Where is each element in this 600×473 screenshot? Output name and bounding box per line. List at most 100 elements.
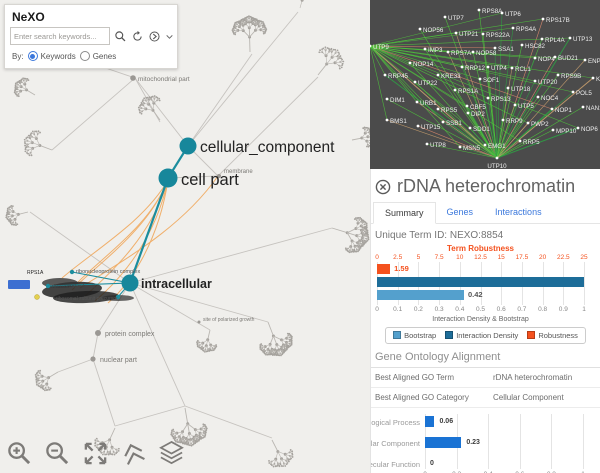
gene-node-label[interactable]: NAN1	[586, 105, 600, 112]
gene-node[interactable]	[511, 26, 515, 30]
gene-node-label[interactable]: UTP15	[421, 124, 441, 131]
tab-summary[interactable]: Summary	[373, 202, 436, 224]
gene-node-label[interactable]: RPS13	[491, 96, 511, 103]
gene-node-label[interactable]: NOC4	[541, 95, 559, 102]
term-node[interactable]	[217, 174, 221, 178]
gene-node-label[interactable]: KRR1	[596, 76, 600, 83]
gene-node[interactable]	[486, 65, 490, 69]
gene-node[interactable]	[478, 77, 482, 81]
gene-node-label[interactable]: UTP20	[538, 79, 558, 86]
gene-node-label[interactable]: UTP22	[418, 80, 438, 87]
gene-node-label[interactable]: UTP6	[505, 11, 521, 18]
radio-keywords[interactable]: Keywords	[27, 51, 76, 61]
gene-node[interactable]	[510, 66, 514, 70]
fit-view-icon[interactable]	[82, 440, 109, 467]
gene-node[interactable]	[500, 11, 504, 15]
gene-node-label[interactable]: BUD21	[558, 55, 579, 62]
gene-node-label[interactable]: KRE33	[441, 73, 461, 80]
gene-node-label[interactable]: RRP12	[465, 65, 486, 72]
gene-node[interactable]	[408, 61, 412, 65]
term-label[interactable]: protein complex	[105, 331, 155, 338]
gene-node[interactable]	[533, 56, 537, 60]
gene-node-label[interactable]: RPS22A	[486, 32, 511, 39]
gene-node-label[interactable]: NOP6	[581, 126, 598, 133]
tab-genes[interactable]: Genes	[446, 207, 474, 217]
gene-node[interactable]	[540, 37, 544, 41]
gene-node[interactable]	[526, 121, 530, 125]
gene-node-label[interactable]: CBF5	[470, 104, 486, 111]
gene-node-label[interactable]: UTP21	[459, 31, 479, 38]
gene-node[interactable]	[501, 118, 505, 122]
gene-node[interactable]	[581, 105, 585, 109]
gene-node-label[interactable]: RPS8A	[482, 8, 503, 15]
gene-node-label[interactable]: MPP10	[556, 128, 577, 135]
search-input[interactable]	[10, 27, 110, 45]
gene-node[interactable]	[556, 73, 560, 77]
gene-node-label[interactable]: UTP8	[430, 142, 446, 149]
gene-node[interactable]	[506, 86, 510, 90]
radio-dot-icon[interactable]	[79, 51, 90, 61]
gene-node-label[interactable]: SDO1	[473, 126, 490, 133]
gene-node-label[interactable]: IMP3	[428, 47, 443, 54]
gene-node[interactable]	[541, 17, 545, 21]
gene-node-label[interactable]: HSC82	[525, 43, 546, 50]
gene-node-label[interactable]: RRP9	[506, 118, 523, 125]
gene-node-label[interactable]: UTP4	[491, 65, 507, 72]
gene-node[interactable]	[436, 73, 440, 77]
highlighted-node[interactable]	[34, 294, 40, 300]
gene-node-label[interactable]: RPS1A	[458, 88, 479, 95]
gene-node-label[interactable]: SSA1	[498, 46, 514, 53]
gene-node[interactable]	[468, 126, 472, 130]
gene-node-label[interactable]: SOF1	[483, 77, 500, 84]
gene-node-label[interactable]: ENP1	[588, 58, 600, 65]
gene-node-label[interactable]: PWP2	[531, 121, 549, 128]
term-label-cellular-component[interactable]: cellular_component	[200, 139, 335, 156]
gene-interaction-graph[interactable]: UTP9 RPS8A UTP6 UTP7 RPS17B NOP56 UTP21 RPS22A R…	[370, 0, 600, 169]
term-label[interactable]: membrane	[224, 169, 253, 175]
radio-dot-icon[interactable]	[27, 51, 38, 61]
gene-node[interactable]	[513, 103, 517, 107]
chevron-down-icon[interactable]	[165, 30, 174, 43]
gene-node[interactable]	[568, 36, 572, 40]
gene-node[interactable]	[533, 79, 537, 83]
gene-node-label[interactable]: RPS7A	[451, 50, 472, 57]
gene-node[interactable]	[477, 8, 481, 12]
gene-node[interactable]	[453, 88, 457, 92]
gene-node[interactable]	[436, 107, 440, 111]
gene-node-label[interactable]: UTP13	[573, 36, 593, 43]
gene-node[interactable]	[481, 32, 485, 36]
gene-node[interactable]	[423, 47, 427, 51]
gene-node-label[interactable]: UTP18	[511, 86, 531, 93]
gene-node[interactable]	[466, 111, 470, 115]
term-node-cell-part[interactable]	[158, 168, 178, 188]
gene-node-label[interactable]: UTP10	[487, 163, 507, 169]
gene-node[interactable]	[583, 58, 587, 62]
gene-node-label[interactable]: UTP9	[373, 44, 389, 51]
gene-node[interactable]	[486, 96, 490, 100]
gene-node[interactable]	[493, 46, 497, 50]
gene-node-label[interactable]: SSB1	[446, 120, 462, 127]
gene-node[interactable]	[370, 44, 372, 48]
term-label[interactable]: ribonucleoprotein complex	[76, 269, 140, 275]
term-node[interactable]	[197, 320, 201, 324]
term-node-intracellular[interactable]	[121, 274, 139, 292]
gene-node[interactable]	[518, 139, 522, 143]
gene-node-label[interactable]: BMS1	[390, 118, 407, 125]
zoom-in-icon[interactable]	[6, 440, 33, 467]
gene-node[interactable]	[551, 128, 555, 132]
gene-node[interactable]	[483, 143, 487, 147]
gene-node-label[interactable]: NOP56	[423, 27, 444, 34]
gene-node-label[interactable]: RPL4A	[545, 37, 565, 44]
close-icon[interactable]	[375, 179, 391, 195]
gene-node-label[interactable]: UTP5	[518, 103, 534, 110]
selected-term-chip[interactable]	[8, 280, 30, 289]
gene-node-label[interactable]: DIP2	[471, 111, 485, 118]
gene-node-label[interactable]: NOP4	[538, 56, 555, 63]
term-label[interactable]: site of polarized growth	[203, 317, 255, 323]
gene-node-label[interactable]: RPS4A	[516, 26, 537, 33]
gene-node[interactable]	[425, 142, 429, 146]
layers-icon[interactable]	[158, 440, 185, 467]
tab-interactions[interactable]: Interactions	[495, 207, 542, 217]
gene-node[interactable]	[495, 156, 499, 160]
gene-node[interactable]	[460, 65, 464, 69]
